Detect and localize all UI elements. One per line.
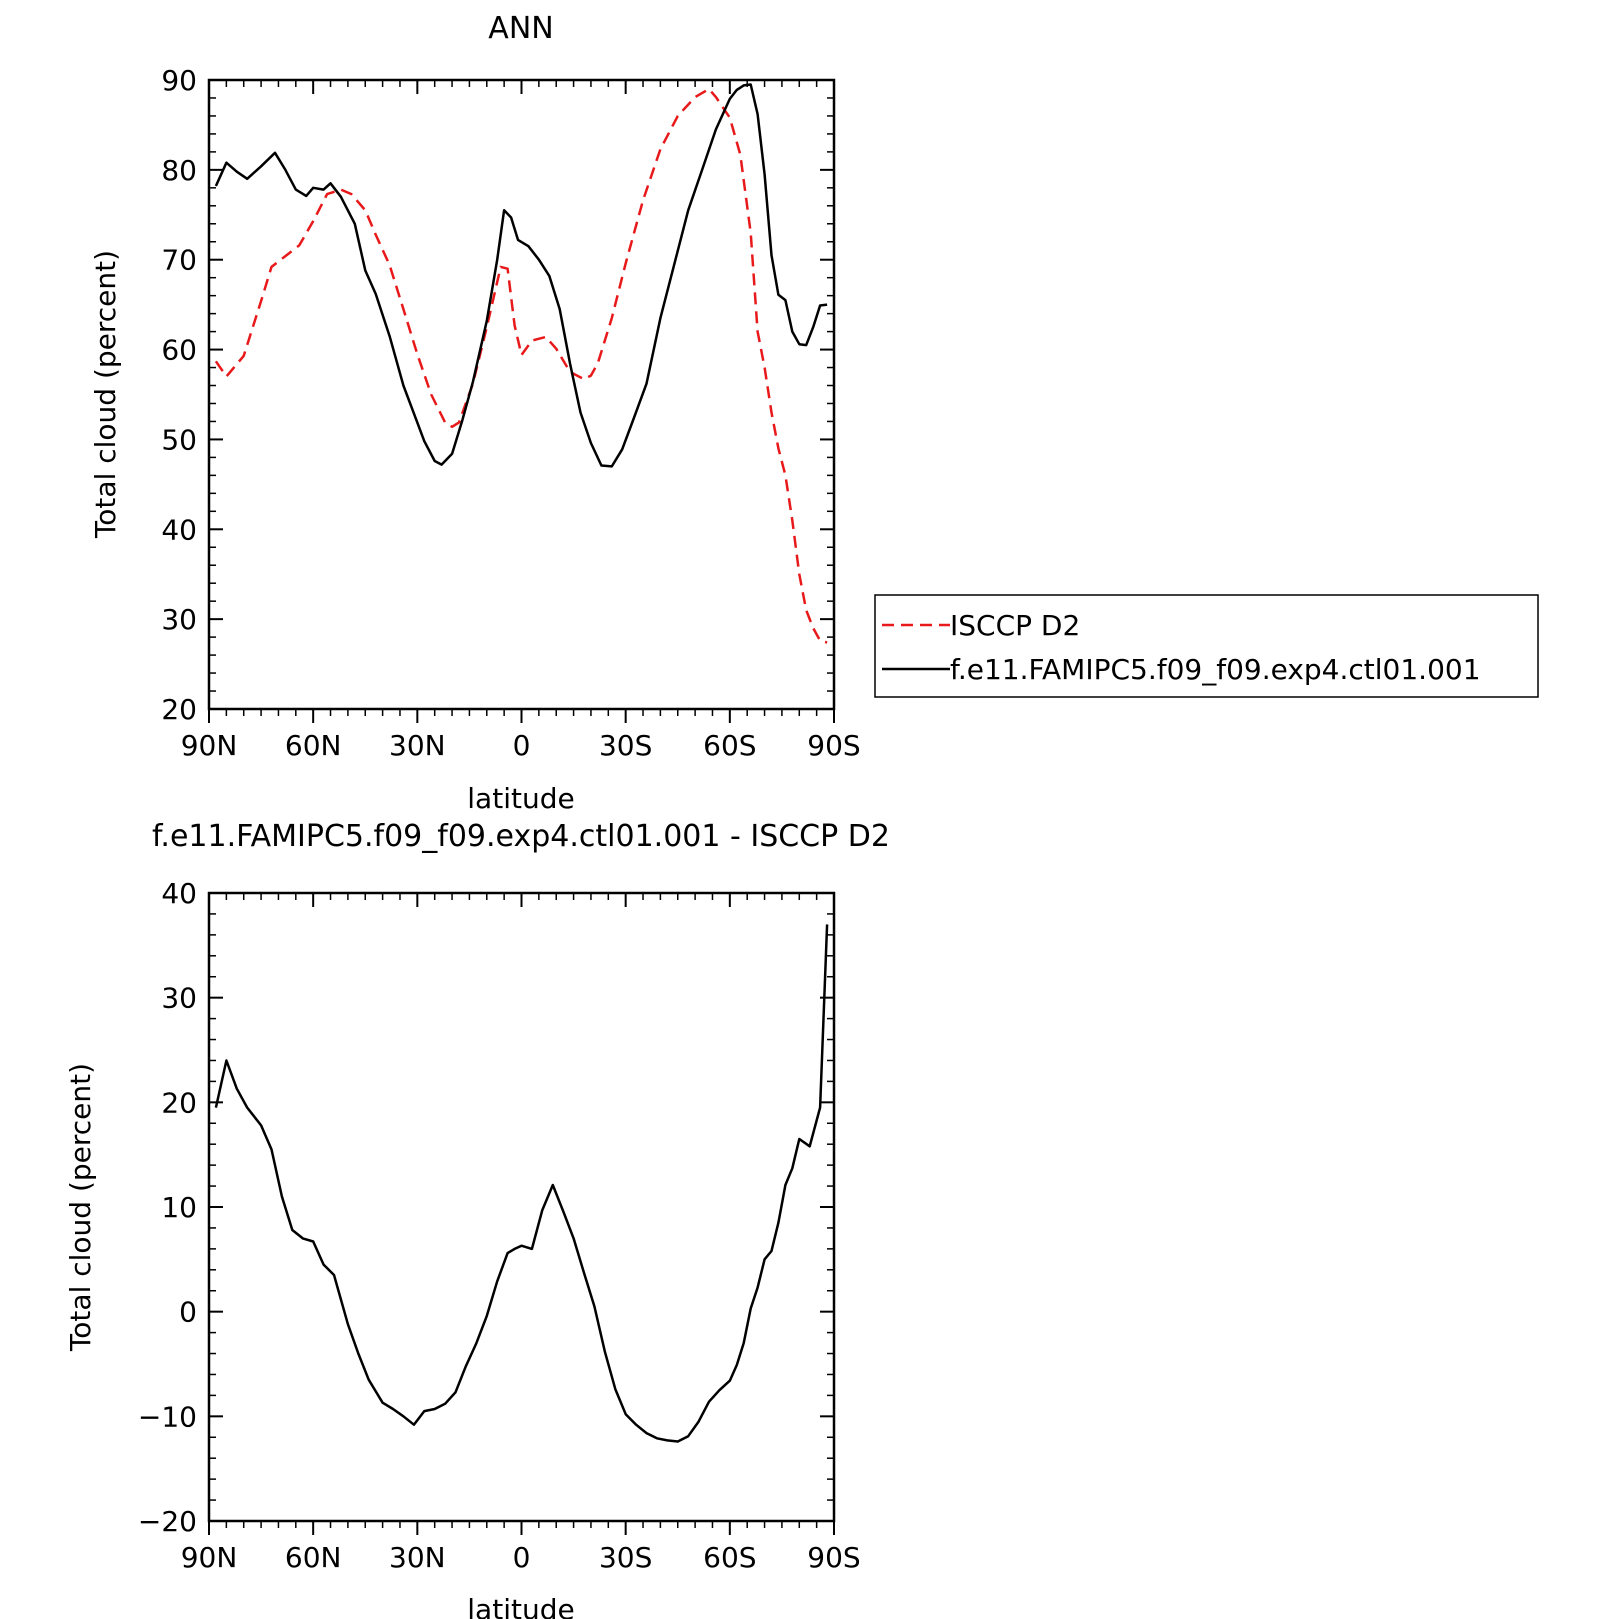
top-y-tick-label: 80 bbox=[161, 154, 197, 187]
top-y-tick-label: 60 bbox=[161, 334, 197, 367]
bottom-y-tick-label: 0 bbox=[179, 1296, 197, 1329]
bottom-y-tick-label: 20 bbox=[161, 1086, 197, 1119]
top-y-tick-label: 30 bbox=[161, 603, 197, 636]
bottom-series-line-difference bbox=[214, 924, 829, 1443]
top-plot-frame bbox=[207, 78, 836, 711]
bottom-x-tick-label: 30S bbox=[599, 1541, 652, 1574]
bottom-panel: f.e11.FAMIPC5.f09_f09.exp4.ctl01.001 - I… bbox=[64, 819, 890, 1619]
bottom-chart-title: f.e11.FAMIPC5.f09_f09.exp4.ctl01.001 - I… bbox=[152, 819, 890, 854]
top-y-tick-label: 70 bbox=[161, 244, 197, 277]
top-y-tick-label: 20 bbox=[161, 693, 197, 726]
top-series-line-model bbox=[214, 83, 828, 468]
bottom-x-tick-label: 0 bbox=[513, 1541, 531, 1574]
bottom-y-tick-label: 30 bbox=[161, 982, 197, 1015]
top-x-tick-label: 90S bbox=[807, 729, 860, 762]
bottom-x-tick-label: 90N bbox=[181, 1541, 238, 1574]
top-y-tick-label: 40 bbox=[161, 513, 197, 546]
top-x-tick-label: 0 bbox=[513, 729, 531, 762]
legend-label-isccp-d2: ISCCP D2 bbox=[950, 609, 1080, 642]
legend: ISCCP D2 f.e11.FAMIPC5.f09_f09.exp4.ctl0… bbox=[874, 594, 1539, 698]
bottom-x-tick-label: 60S bbox=[703, 1541, 756, 1574]
legend-box bbox=[874, 594, 1539, 698]
top-x-tick-label: 30S bbox=[599, 729, 652, 762]
top-x-axis-label: latitude bbox=[467, 782, 574, 815]
bottom-y-axis-label: Total cloud (percent) bbox=[64, 1063, 97, 1352]
bottom-y-tick-label: 40 bbox=[161, 877, 197, 910]
top-x-tick-label: 60S bbox=[703, 729, 756, 762]
bottom-y-tick-label: −10 bbox=[138, 1400, 197, 1433]
top-series-line-isccp-d2 bbox=[214, 87, 828, 644]
legend-label-model: f.e11.FAMIPC5.f09_f09.exp4.ctl01.001 bbox=[950, 653, 1481, 686]
bottom-x-axis-label: latitude bbox=[467, 1593, 574, 1619]
bottom-x-tick-label: 30N bbox=[389, 1541, 446, 1574]
top-panel: ANN 20 30 40 50 60 70 80 90 90N 60N 30N 0 30S 60S 90S… bbox=[89, 11, 861, 815]
top-x-tick-label: 90N bbox=[181, 729, 238, 762]
bottom-x-tick-label: 90S bbox=[807, 1541, 860, 1574]
top-y-tick-label: 50 bbox=[161, 423, 197, 456]
top-y-tick-label: 90 bbox=[161, 64, 197, 97]
top-x-tick-label: 30N bbox=[389, 729, 446, 762]
bottom-plot-frame bbox=[207, 891, 836, 1523]
bottom-y-tick-label: −20 bbox=[138, 1505, 197, 1538]
bottom-x-tick-label: 60N bbox=[285, 1541, 342, 1574]
top-y-axis-label: Total cloud (percent) bbox=[89, 250, 122, 539]
top-x-tick-label: 60N bbox=[285, 729, 342, 762]
top-chart-title: ANN bbox=[488, 11, 553, 46]
bottom-y-tick-label: 10 bbox=[161, 1191, 197, 1224]
